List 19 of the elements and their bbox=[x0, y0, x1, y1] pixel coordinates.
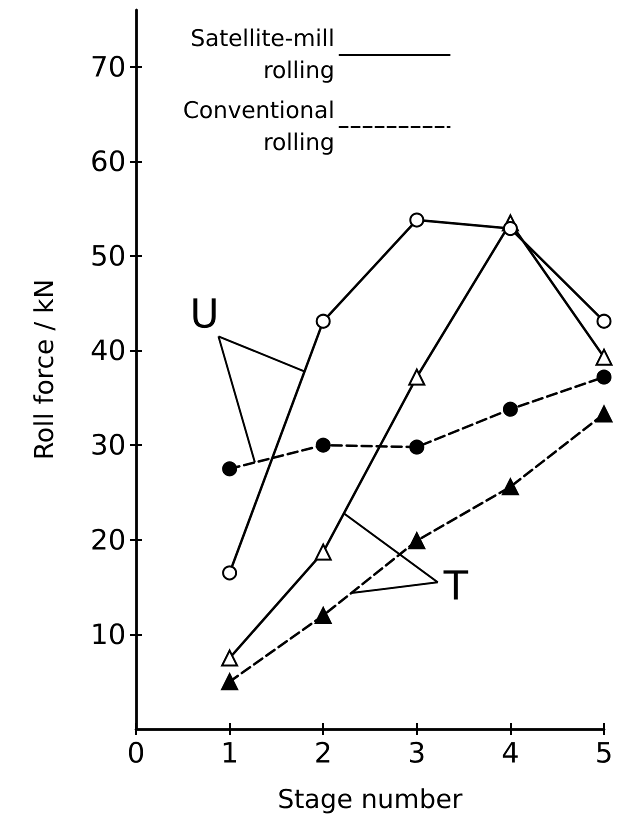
y-tick-label: 20 bbox=[90, 523, 126, 556]
legend-label: Satellite-mill rolling bbox=[190, 26, 335, 84]
y-tick-label: 70 bbox=[90, 50, 126, 84]
annotation: T bbox=[442, 563, 469, 610]
x-axis-title: Stage number bbox=[278, 785, 463, 815]
y-tick-label: 40 bbox=[90, 334, 126, 368]
x-tick-label: 3 bbox=[408, 736, 426, 770]
y-axis-title: Roll force / kN bbox=[30, 279, 60, 460]
annotation: U bbox=[190, 291, 220, 338]
y-tick-label: 50 bbox=[90, 239, 126, 272]
y-tick-label: 10 bbox=[90, 618, 126, 651]
legend-label: Conventional rolling bbox=[182, 98, 335, 156]
x-tick-label: 4 bbox=[501, 736, 520, 770]
y-tick-label: 30 bbox=[90, 428, 126, 462]
x-tick-label: 2 bbox=[314, 736, 332, 770]
x-tick-label: 0 bbox=[127, 736, 145, 770]
x-tick-label: 1 bbox=[220, 736, 239, 770]
y-tick-label: 60 bbox=[90, 144, 126, 178]
x-tick-label: 5 bbox=[595, 736, 613, 770]
